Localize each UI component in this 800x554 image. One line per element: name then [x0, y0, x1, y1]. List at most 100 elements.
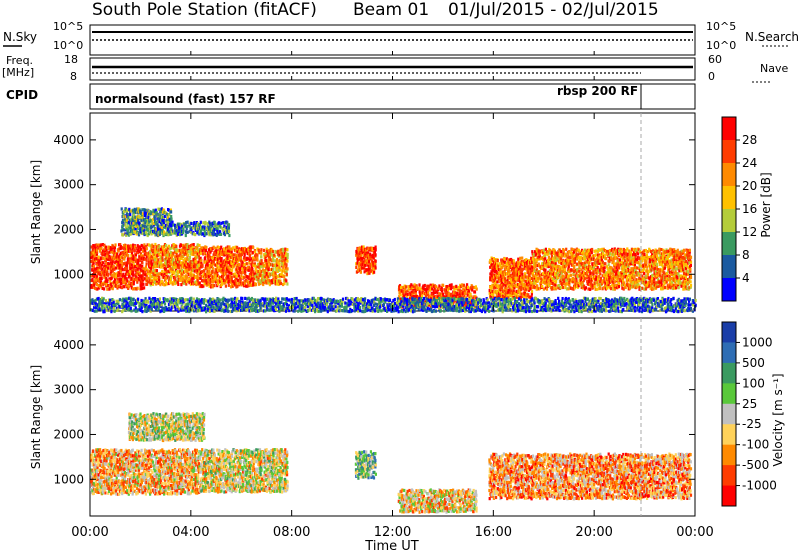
scatter-cell: [559, 281, 562, 285]
scatter-cell: [590, 257, 593, 261]
scatter-cell: [175, 244, 178, 248]
scatter-cell: [609, 271, 613, 275]
scatter-cell: [649, 286, 652, 290]
scatter-cell: [91, 255, 94, 259]
scatter-cell: [157, 230, 160, 234]
scatter-cell: [363, 259, 367, 263]
scatter-cell: [171, 244, 174, 248]
scatter-cell: [211, 256, 214, 260]
scatter-cell: [153, 214, 156, 219]
scatter-cell: [119, 285, 122, 289]
scatter-cell: [226, 254, 229, 258]
scatter-cell: [399, 297, 403, 301]
scatter-cell: [194, 233, 197, 237]
scatter-cell: [105, 254, 108, 259]
scatter-cell: [402, 299, 405, 303]
scatter-cell: [496, 276, 499, 280]
scatter-cell: [209, 250, 212, 254]
scatter-cell: [254, 267, 257, 271]
scatter-cell: [135, 221, 138, 225]
scatter-cell: [231, 261, 234, 265]
scatter-cell: [125, 218, 128, 223]
scatter-cell: [492, 257, 495, 261]
scatter-cell: [509, 293, 512, 297]
scatter-cell: [212, 229, 215, 233]
scatter-cell: [554, 256, 557, 260]
scatter-cell: [132, 243, 135, 247]
scatter-cell: [571, 287, 574, 291]
scatter-cell: [168, 257, 171, 261]
scatter-cell: [547, 264, 550, 269]
scatter-cell: [183, 224, 186, 228]
scatter-cell: [637, 256, 640, 260]
scatter-cell: [534, 269, 537, 273]
scatter-cell: [605, 249, 608, 254]
scatter-cell: [135, 219, 138, 223]
scatter-cell: [98, 279, 101, 283]
scatter-cell: [504, 279, 507, 284]
scatter-cell: [525, 282, 529, 286]
scatter-cell: [191, 243, 194, 247]
scatter-cell: [528, 279, 531, 283]
scatter-cell: [651, 260, 654, 264]
scatter-cell: [105, 272, 108, 276]
scatter-cell: [500, 286, 504, 290]
scatter-cell: [129, 267, 132, 271]
scatter-cell: [496, 262, 499, 266]
scatter-cell: [523, 282, 526, 286]
scatter-cell: [204, 256, 207, 260]
scatter-cell: [602, 286, 605, 290]
scatter-cell: [146, 243, 149, 247]
scatter-cell: [186, 271, 189, 275]
scatter-cell: [636, 280, 639, 284]
scatter-cell: [507, 296, 510, 300]
scatter-cell: [160, 259, 163, 263]
scatter-cell: [547, 255, 550, 259]
scatter-cell: [416, 294, 419, 299]
scatter-cell: [628, 249, 631, 253]
scatter-cell: [195, 250, 198, 254]
scatter-cell: [459, 285, 462, 289]
scatter-cell: [107, 266, 110, 270]
scatter-cell: [261, 268, 264, 272]
scatter-cell: [177, 282, 180, 286]
scatter-cell: [508, 289, 511, 293]
scatter-cell: [564, 267, 567, 271]
scatter-cell: [587, 269, 590, 273]
scatter-cell: [227, 252, 230, 256]
scatter-cell: [526, 275, 529, 279]
scatter-cell: [555, 280, 558, 284]
scatter-cell: [103, 247, 106, 251]
scatter-cell: [117, 266, 120, 270]
scatter-cell: [645, 259, 648, 263]
scatter-cell: [160, 215, 163, 219]
scatter-cell: [531, 268, 534, 272]
scatter-cell: [121, 263, 124, 267]
scatter-cell: [151, 218, 154, 222]
scatter-cell: [625, 271, 628, 275]
scatter-cell: [244, 271, 247, 276]
scatter-cell: [565, 247, 568, 251]
scatter-cell: [149, 263, 152, 267]
scatter-cell: [133, 227, 136, 231]
scatter-cell: [513, 262, 516, 266]
scatter-cell: [490, 294, 493, 298]
scatter-cell: [99, 276, 102, 280]
scatter-cell: [123, 285, 126, 289]
scatter-cell: [520, 285, 523, 289]
scatter-cell: [492, 259, 495, 263]
scatter-cell: [186, 250, 189, 254]
scatter-cell: [637, 248, 640, 252]
scatter-cell: [508, 269, 511, 273]
scatter-cell: [539, 282, 542, 286]
scatter-cell: [116, 252, 119, 256]
scatter-cell: [184, 243, 187, 247]
scatter-cell: [587, 287, 590, 291]
scatter-cell: [120, 229, 123, 233]
scatter-cell: [371, 268, 374, 273]
scatter-cell: [216, 274, 219, 278]
scatter-cell: [140, 243, 143, 248]
scatter-cell: [525, 292, 529, 296]
scatter-cell: [588, 283, 591, 287]
scatter-cell: [162, 247, 165, 251]
